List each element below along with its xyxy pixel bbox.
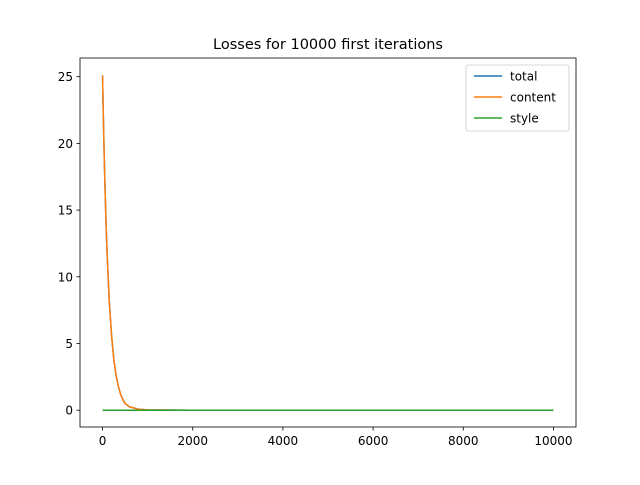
y-tick-label: 5 <box>65 337 73 351</box>
legend-label-total: total <box>510 70 537 84</box>
legend-box <box>465 64 570 132</box>
x-tick-label: 4000 <box>268 434 299 448</box>
x-tick-label: 6000 <box>358 434 389 448</box>
y-tick-label: 10 <box>58 270 73 284</box>
legend-label-style: style <box>510 112 539 126</box>
x-tick-label: 8000 <box>448 434 479 448</box>
legend-label-content: content <box>510 91 556 105</box>
y-tick-label: 20 <box>58 137 73 151</box>
x-tick-label: 2000 <box>177 434 208 448</box>
x-tick-label: 0 <box>99 434 107 448</box>
y-tick-label: 15 <box>58 204 73 218</box>
x-tick-label: 10000 <box>534 434 572 448</box>
plot-area <box>101 75 554 411</box>
y-tick-label: 0 <box>65 404 73 418</box>
axes: 0 2000 4000 6000 8000 10000 0 5 10 15 20 25 <box>58 57 577 448</box>
chart-title: Losses for 10000 first iterations <box>213 37 443 53</box>
y-tick-label: 25 <box>58 70 73 84</box>
axes-frame <box>79 57 577 428</box>
legend: total content style <box>465 64 570 132</box>
